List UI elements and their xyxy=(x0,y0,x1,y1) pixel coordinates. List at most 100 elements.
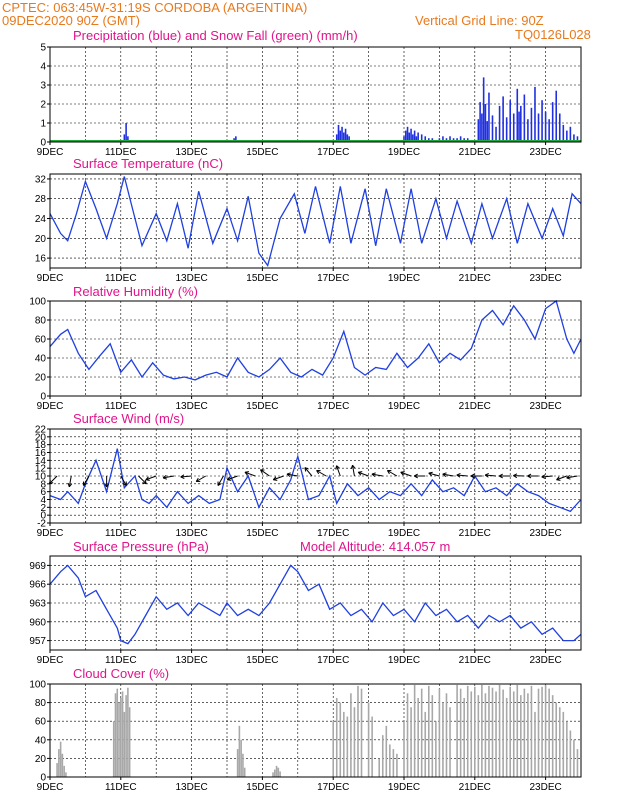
header-grid-line: Vertical Grid Line: 90Z xyxy=(415,13,544,28)
precip-bar xyxy=(491,115,494,142)
wind-arrow-head xyxy=(145,476,149,481)
wind-arrow-head xyxy=(122,483,127,486)
cloud-bar xyxy=(403,721,405,777)
y-tick-label: 14 xyxy=(35,456,47,467)
wind-arrow-head xyxy=(67,482,70,487)
header-model-code: TQ0126L028 xyxy=(515,27,591,42)
precip-bar xyxy=(125,123,127,142)
cloud-bar xyxy=(456,684,458,777)
cloud-bar xyxy=(551,695,554,777)
cloud-bar xyxy=(520,695,522,777)
wind-arrow-head xyxy=(484,474,489,478)
y-tick-label: 100 xyxy=(29,680,46,691)
cloud-bar xyxy=(431,695,434,777)
cloud-bar xyxy=(243,767,246,777)
wind-arrow xyxy=(428,472,440,477)
x-tick-label: 9DEC xyxy=(37,273,64,284)
cloud-bar xyxy=(523,688,526,777)
wind-arrow-head xyxy=(456,474,461,478)
precip-frame xyxy=(49,46,582,143)
x-tick-label: 19DEC xyxy=(388,401,420,412)
x-tick-label: 13DEC xyxy=(175,528,207,539)
precip-title: Precipitation (blue) and Snow Fall (gree… xyxy=(73,28,358,43)
wind-arrow-head xyxy=(428,471,433,474)
wind-arrow-head xyxy=(527,473,532,477)
x-tick-label: 11DEC xyxy=(105,782,137,793)
cloud-bar xyxy=(238,725,241,777)
wind-arrow xyxy=(541,475,553,478)
y-tick-label: 957 xyxy=(29,636,46,647)
x-tick-label: 11DEC xyxy=(105,147,137,158)
cloud-bar xyxy=(544,684,547,777)
model-altitude: Model Altitude: 414.057 m xyxy=(300,539,451,554)
precip-bar xyxy=(344,128,347,142)
cloud-bar xyxy=(438,688,441,777)
x-tick-label: 17DEC xyxy=(317,401,349,412)
precip-bar xyxy=(235,136,237,142)
x-tick-label: 11DEC xyxy=(105,655,137,666)
wind-arrow-head xyxy=(484,472,489,476)
wind-arrow xyxy=(48,475,58,485)
x-tick-label: 21DEC xyxy=(459,273,491,284)
cloud-bar xyxy=(381,735,384,777)
cloud-bar xyxy=(339,702,342,777)
x-tick-label: 11DEC xyxy=(105,528,137,539)
y-tick-label: 32 xyxy=(35,174,47,185)
precip-bar xyxy=(415,136,418,142)
precip-bar xyxy=(544,111,547,142)
cloud-bar xyxy=(410,707,412,777)
y-tick-label: 16 xyxy=(35,448,47,459)
cloud-bar xyxy=(378,758,381,777)
precip-bar xyxy=(569,126,572,142)
x-tick-label: 19DEC xyxy=(388,273,420,284)
wind-arrow xyxy=(456,474,468,477)
x-tick-label: 15DEC xyxy=(246,147,278,158)
y-tick-label: 960 xyxy=(29,617,46,628)
wind-arrow xyxy=(217,475,224,486)
cloud-bar xyxy=(566,721,568,777)
cloud-bar xyxy=(59,741,62,777)
wind-arrow xyxy=(566,475,578,479)
cloud-bar xyxy=(343,711,345,777)
wind-arrow xyxy=(485,474,497,477)
y-tick-label: 80 xyxy=(35,698,47,709)
cloud-bar xyxy=(273,769,276,777)
cloud-bar xyxy=(562,711,565,777)
wind-arrow xyxy=(304,467,313,477)
cloud-bar xyxy=(449,707,451,777)
cloud-bar xyxy=(118,702,120,777)
precip-bar xyxy=(481,113,483,142)
cloud-bar xyxy=(427,685,430,777)
x-tick-label: 21DEC xyxy=(459,782,491,793)
cloud-bar xyxy=(346,716,349,777)
precip-bar xyxy=(339,130,342,142)
wind-arrow-head xyxy=(371,473,376,477)
humidity-frame xyxy=(49,300,582,397)
x-tick-label: 15DEC xyxy=(246,782,278,793)
precip-bar xyxy=(420,134,423,142)
wind-arrow xyxy=(273,475,284,481)
precip-bar xyxy=(548,119,550,142)
cloud-bar xyxy=(505,697,508,777)
wind-arrow-head xyxy=(286,473,291,477)
cloud-bar xyxy=(491,687,494,777)
cloud-bar xyxy=(236,749,239,777)
cloud-bar xyxy=(125,695,127,777)
wind-arrow-head xyxy=(195,477,199,482)
wind-arrow-head xyxy=(162,477,168,480)
wind-arrow xyxy=(145,475,157,481)
wind-arrow-head xyxy=(513,475,518,479)
wind-arrow-head xyxy=(400,471,404,476)
cloud-bar xyxy=(424,711,427,777)
precip-bar xyxy=(412,134,414,142)
cloud-bar xyxy=(367,702,370,777)
cloud-bar xyxy=(61,753,64,777)
wind-arrow-head xyxy=(227,479,232,481)
precip-bar xyxy=(484,104,487,142)
precip-bar xyxy=(527,119,529,142)
cloud-bar xyxy=(442,702,444,777)
wind-arrow-head xyxy=(352,464,356,469)
wind-arrow-head xyxy=(527,475,532,479)
precip-bar xyxy=(337,124,340,142)
